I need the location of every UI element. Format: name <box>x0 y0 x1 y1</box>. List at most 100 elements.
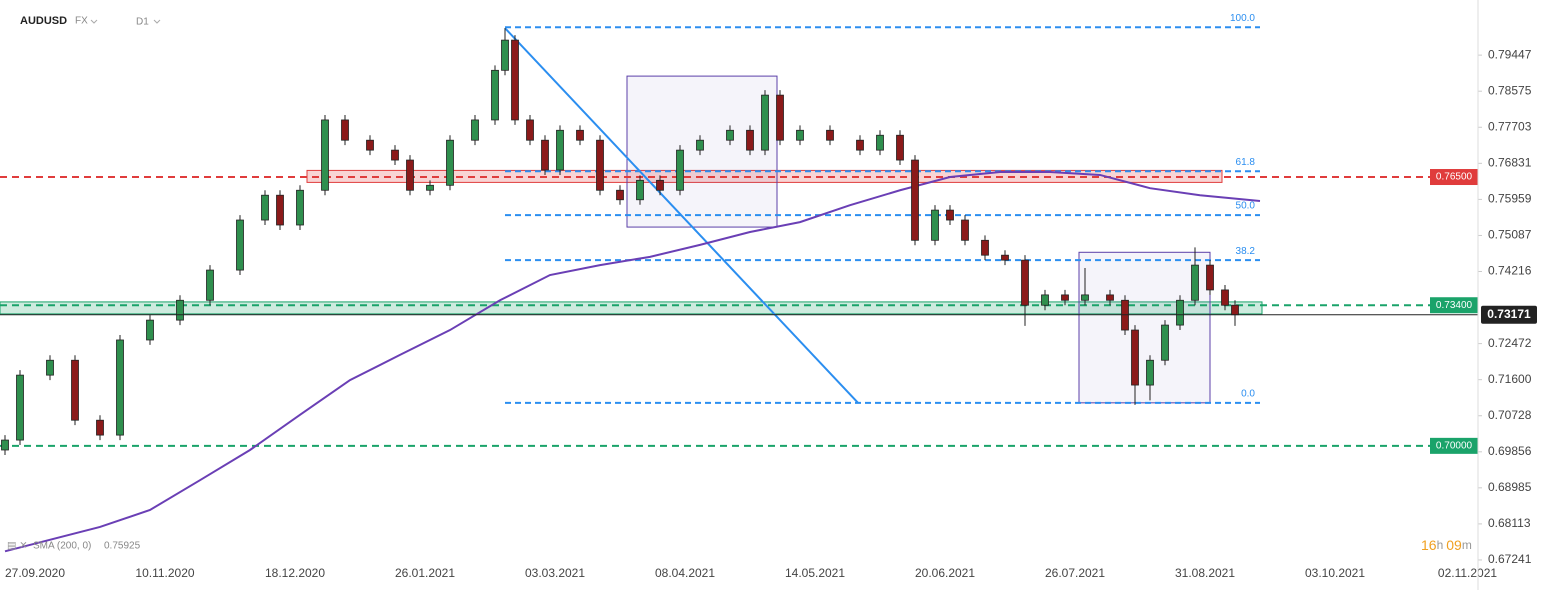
trendline <box>504 27 859 404</box>
current-price-label: 0.73171 <box>1487 307 1531 321</box>
x-tick-label: 08.04.2021 <box>655 566 715 580</box>
candle-body <box>1081 294 1089 301</box>
candle-body <box>981 239 989 256</box>
candle-body <box>931 209 939 241</box>
candle-body <box>236 219 244 271</box>
candle-body <box>1176 299 1184 326</box>
timer-hours: 16 <box>1421 537 1437 553</box>
candle-body <box>491 69 499 121</box>
candle-body <box>71 359 79 421</box>
y-tick-label: 0.68113 <box>1488 516 1531 530</box>
candle-body <box>761 94 769 151</box>
candle-body <box>776 94 784 141</box>
x-tick-label: 03.10.2021 <box>1305 566 1365 580</box>
level-tag <box>1430 297 1478 314</box>
y-tick-label: 0.71600 <box>1488 372 1532 386</box>
y-tick-label: 0.68985 <box>1488 480 1532 494</box>
y-tick-label: 0.70728 <box>1488 408 1532 422</box>
y-tick-label: 0.78575 <box>1488 83 1532 97</box>
candle-body <box>16 374 24 441</box>
candle-body <box>176 299 184 321</box>
candle-body <box>1001 254 1009 261</box>
sma-legend: SMA (200, 0) <box>33 541 91 552</box>
y-tick-label: 0.72472 <box>1488 336 1532 350</box>
x-tick-label: 14.05.2021 <box>785 566 845 580</box>
candle-body <box>446 139 454 186</box>
candle-body <box>911 159 919 241</box>
zone <box>1078 251 1211 404</box>
timer-minutes: 09 <box>1446 537 1462 553</box>
level-tag <box>1430 169 1478 186</box>
y-tick-label: 0.75087 <box>1488 228 1532 242</box>
fib-label: 100.0 <box>1230 13 1255 24</box>
candle-body <box>826 129 834 141</box>
legend-icon[interactable]: ▤ ✕ <box>7 541 28 552</box>
candle-body <box>146 319 154 341</box>
y-tick-label: 0.74216 <box>1488 264 1532 278</box>
candle-body <box>1206 264 1214 291</box>
y-tick-label: 0.79447 <box>1488 47 1532 61</box>
candle-body <box>896 134 904 161</box>
market[interactable]: FX <box>75 16 88 27</box>
zone <box>626 75 778 228</box>
candle-body <box>1021 259 1029 306</box>
x-tick-label: 31.08.2021 <box>1175 566 1235 580</box>
timer: 16h 09m <box>1421 537 1472 553</box>
candle-body <box>46 359 54 376</box>
y-tick-label: 0.77703 <box>1488 119 1532 133</box>
candle-body <box>501 39 509 71</box>
candle-body <box>341 119 349 141</box>
timer-unit: h <box>1437 538 1444 552</box>
y-tick-label: 0.69856 <box>1488 444 1532 458</box>
dropdown-icon <box>153 19 161 24</box>
candle-body <box>1041 294 1049 306</box>
candle-body <box>296 189 304 226</box>
candle-body <box>1146 359 1154 386</box>
candle-body <box>526 119 534 141</box>
sma-line <box>4 171 1261 553</box>
candle-body <box>696 139 704 151</box>
candle-body <box>1061 294 1069 301</box>
y-tick-label: 0.67241 <box>1488 552 1532 566</box>
zone <box>0 301 1263 315</box>
x-tick-label: 02.11.2021 <box>1438 566 1497 580</box>
fib-label: 0.0 <box>1241 388 1255 399</box>
y-tick-label: 0.75959 <box>1488 192 1532 206</box>
x-tick-label: 18.12.2020 <box>265 566 325 580</box>
candle-body <box>471 119 479 141</box>
candle-body <box>676 149 684 191</box>
candle-body <box>726 129 734 141</box>
candle-body <box>596 139 604 191</box>
candle-body <box>1161 324 1169 361</box>
candle-body <box>541 139 549 171</box>
candle-body <box>366 139 374 151</box>
candle-body <box>511 39 519 121</box>
candle-body <box>796 129 804 141</box>
level-label: 0.70000 <box>1436 440 1473 451</box>
fib-label: 38.2 <box>1236 246 1256 257</box>
dropdown-icon <box>90 19 98 24</box>
x-tick-label: 27.09.2020 <box>5 566 65 580</box>
candle-body <box>426 184 434 191</box>
candle-body <box>1 439 9 451</box>
current-price-tag <box>1481 305 1537 324</box>
sma-value: 0.75925 <box>104 541 141 552</box>
x-tick-label: 26.07.2021 <box>1045 566 1105 580</box>
candle-body <box>276 194 284 226</box>
candle-body <box>946 209 954 221</box>
fib-label: 61.8 <box>1236 157 1256 168</box>
candle-body <box>406 159 414 191</box>
candle-body <box>321 119 329 191</box>
x-tick-label: 03.03.2021 <box>525 566 585 580</box>
timeframe[interactable]: D1 <box>136 17 149 28</box>
candle-body <box>556 129 564 171</box>
candle-body <box>116 339 124 436</box>
candle-body <box>1231 304 1239 316</box>
y-tick-label: 0.76831 <box>1488 156 1532 170</box>
candle-body <box>1106 294 1114 301</box>
candle-body <box>96 419 104 436</box>
fib-label: 50.0 <box>1236 201 1256 212</box>
level-tag <box>1430 437 1478 454</box>
timer-unit: m <box>1462 538 1472 552</box>
